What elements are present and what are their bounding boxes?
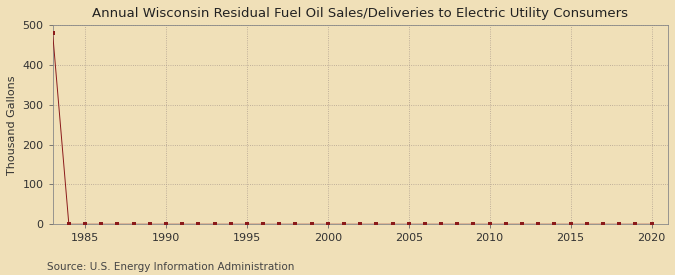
Title: Annual Wisconsin Residual Fuel Oil Sales/Deliveries to Electric Utility Consumer: Annual Wisconsin Residual Fuel Oil Sales… xyxy=(92,7,628,20)
Text: Source: U.S. Energy Information Administration: Source: U.S. Energy Information Administ… xyxy=(47,262,294,272)
Y-axis label: Thousand Gallons: Thousand Gallons xyxy=(7,75,17,175)
